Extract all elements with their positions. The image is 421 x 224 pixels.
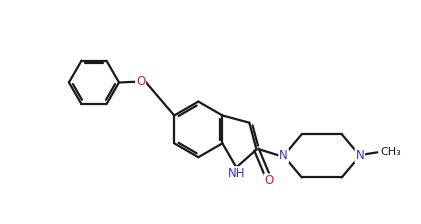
Text: O: O xyxy=(264,174,274,187)
Text: NH: NH xyxy=(228,167,246,180)
Text: CH₃: CH₃ xyxy=(381,147,402,157)
Text: N: N xyxy=(279,149,288,162)
Text: O: O xyxy=(136,75,145,88)
Text: N: N xyxy=(355,149,364,162)
